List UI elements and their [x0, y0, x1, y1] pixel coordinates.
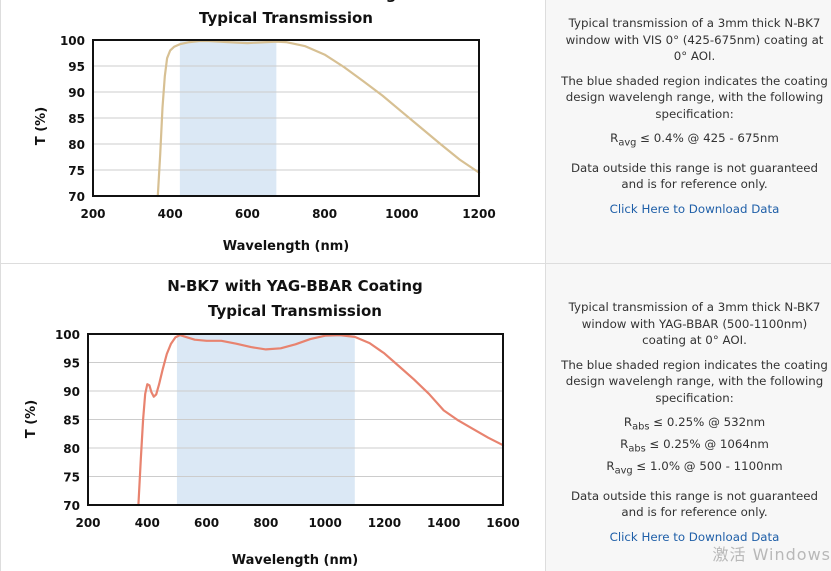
y-tick-label: 80: [63, 442, 80, 456]
shade-note-text: The blue shaded region indicates the coa…: [561, 357, 828, 405]
chart-row-2: 70 75 80 85 90 95 100 200 400 600 800 1000 1200 1400 1…: [0, 264, 831, 571]
y-tick-label: 75: [63, 471, 80, 485]
y-axis-label: T (%): [34, 107, 49, 145]
x-tick-label: 600: [235, 207, 260, 221]
y-tick-label: 95: [68, 60, 85, 74]
plot-frame: [87, 333, 504, 506]
spec-line: Rabs ≤ 0.25% @ 532nm: [623, 415, 766, 433]
shade-note-text: The blue shaded region indicates the coa…: [561, 73, 828, 121]
chart-cell-1: 70 75 80 85 90 95 100 200 400 600 800 1000 1200 N-BK7…: [0, 0, 546, 263]
y-tick-label: 85: [63, 414, 80, 428]
spec-line: Rabs ≤ 0.25% @ 1064nm: [620, 436, 769, 455]
x-axis-label: Wavelength (nm): [223, 239, 349, 254]
chart-title-line2: Typical Transmission: [208, 302, 382, 320]
spec-list: Rabs ≤ 0.25% @ 532nm Rabs ≤ 0.25% @ 1064…: [560, 414, 829, 480]
spec-line: Ravg ≤ 0.4% @ 425 - 675nm: [610, 131, 779, 149]
chart-title-line2: Typical Transmission: [199, 9, 373, 27]
spec-list: Ravg ≤ 0.4% @ 425 - 675nm: [560, 130, 829, 152]
y-tick-label: 75: [68, 164, 85, 178]
x-tick-label: 1400: [427, 516, 460, 530]
y-tick-label: 90: [63, 385, 80, 399]
x-tick-label: 1000: [385, 207, 418, 221]
download-data-link[interactable]: Click Here to Download Data: [609, 201, 780, 216]
y-tick-label: 80: [68, 138, 85, 152]
transmission-series-line: [137, 333, 505, 507]
transmission-series-line: [156, 39, 481, 198]
x-tick-label: 600: [194, 516, 219, 530]
y-tick-label: 85: [68, 112, 85, 126]
chart-cell-2: 70 75 80 85 90 95 100 200 400 600 800 1000 1200 1400 1…: [0, 264, 546, 571]
x-tick-label: 1200: [462, 207, 495, 221]
y-axis-label: T (%): [24, 400, 39, 438]
info-cell-1: Typical transmission of a 3mm thick N-BK…: [546, 0, 831, 263]
chart-title-line1: N-BK7 with YAG-BBAR Coating: [167, 277, 423, 295]
x-tick-label: 1600: [486, 516, 519, 530]
spec-line: Ravg ≤ 1.0% @ 500 - 1100nm: [606, 458, 783, 477]
x-tick-label: 1200: [368, 516, 401, 530]
transmission-chart-yag-bbar: 70 75 80 85 90 95 100 200 400 600 800 1000 1200 1400 1…: [24, 277, 520, 568]
download-data-link[interactable]: Click Here to Download Data: [609, 529, 780, 544]
disclaimer-text: Data outside this range is not guarantee…: [570, 488, 819, 520]
disclaimer-text: Data outside this range is not guarantee…: [570, 160, 819, 192]
y-tick-label: 95: [63, 357, 80, 371]
x-tick-label: 800: [253, 516, 278, 530]
x-tick-label: 200: [80, 207, 105, 221]
description-text: Typical transmission of a 3mm thick N-BK…: [565, 16, 824, 63]
x-tick-label: 1000: [308, 516, 341, 530]
y-tick-label: 100: [55, 328, 80, 342]
x-tick-label: 800: [312, 207, 337, 221]
y-tick-label: 70: [63, 499, 80, 513]
x-axis-label: Wavelength (nm): [232, 553, 358, 568]
transmission-chart-vis: 70 75 80 85 90 95 100 200 400 600 800 1000 1200 N-BK7…: [34, 0, 496, 254]
plot-frame: [92, 39, 480, 197]
windows-activation-watermark: 激活 Windows: [712, 545, 831, 564]
chart-title-line1: N-BK7 with VIS 0° Coating: [175, 0, 396, 3]
y-tick-label: 100: [60, 34, 85, 48]
y-tick-label: 70: [68, 190, 85, 204]
description-text: Typical transmission of a 3mm thick N-BK…: [568, 300, 821, 347]
x-tick-label: 400: [135, 516, 160, 530]
x-tick-label: 200: [75, 516, 100, 530]
x-tick-label: 400: [158, 207, 183, 221]
y-tick-label: 90: [68, 86, 85, 100]
info-cell-2: Typical transmission of a 3mm thick N-BK…: [546, 264, 831, 571]
chart-row-1: 70 75 80 85 90 95 100 200 400 600 800 1000 1200 N-BK7…: [0, 0, 831, 264]
